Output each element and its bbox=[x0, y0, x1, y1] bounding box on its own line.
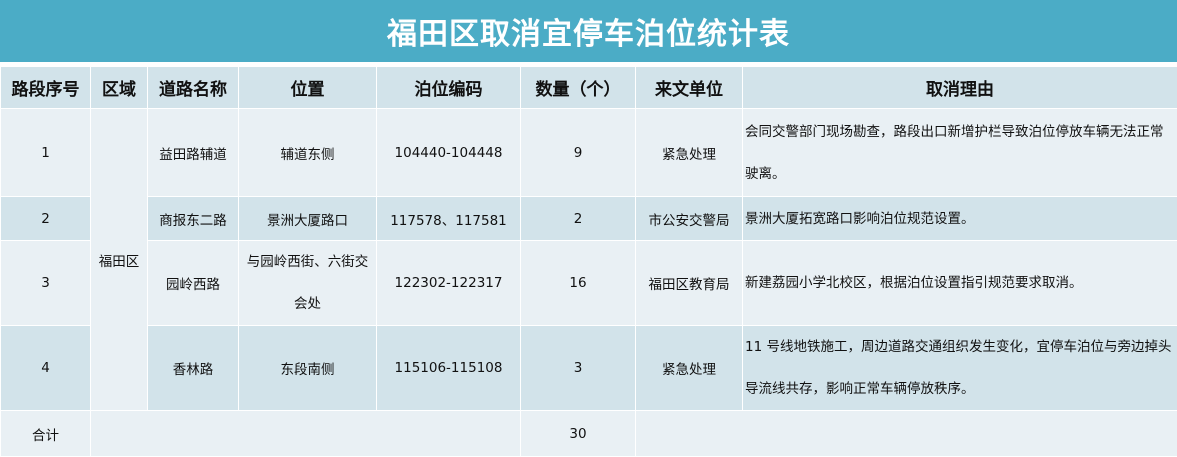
cell-codes: 122302-122317 bbox=[376, 240, 521, 326]
cell-road: 商报东二路 bbox=[147, 196, 239, 241]
cell-location: 辅道东侧 bbox=[238, 108, 377, 197]
cell-reason: 新建荔园小学北校区，根据泊位设置指引规范要求取消。 bbox=[742, 240, 1177, 326]
parking-table: 路段序号 区域 道路名称 位置 泊位编码 数量（个） 来文单位 取消理由 1 福… bbox=[0, 66, 1177, 457]
cell-count: 3 bbox=[520, 325, 636, 411]
header-road: 道路名称 bbox=[147, 66, 239, 109]
total-empty-right bbox=[635, 410, 1177, 457]
cell-location: 景洲大厦路口 bbox=[238, 196, 377, 241]
cell-source: 紧急处理 bbox=[635, 325, 743, 411]
cell-road: 香林路 bbox=[147, 325, 239, 411]
total-row: 合计 30 bbox=[0, 410, 1177, 457]
cell-codes: 115106-115108 bbox=[376, 325, 521, 411]
header-codes: 泊位编码 bbox=[376, 66, 521, 109]
cell-count: 9 bbox=[520, 108, 636, 197]
total-count: 30 bbox=[520, 410, 636, 457]
table-row: 1 福田区 益田路辅道 辅道东侧 104440-104448 9 紧急处理 会同… bbox=[0, 108, 1177, 411]
total-empty bbox=[90, 410, 521, 457]
total-label: 合计 bbox=[0, 410, 91, 457]
cell-reason: 11 号线地铁施工，周边道路交通组织发生变化，宜停车泊位与旁边掉头导流线共存，影… bbox=[742, 325, 1177, 411]
cell-road: 益田路辅道 bbox=[147, 108, 239, 197]
cell-region: 福田区 bbox=[90, 108, 148, 411]
cell-source: 福田区教育局 bbox=[635, 240, 743, 326]
table-row: 4 香林路 东段南侧 115106-115108 3 紧急处理 11 号线地铁施… bbox=[0, 325, 1177, 411]
header-source: 来文单位 bbox=[635, 66, 743, 109]
cell-codes: 117578、117581 bbox=[376, 196, 521, 241]
cell-road: 园岭西路 bbox=[147, 240, 239, 326]
cell-location: 与园岭西街、六街交会处 bbox=[238, 240, 377, 326]
page-title: 福田区取消宜停车泊位统计表 bbox=[0, 0, 1177, 62]
cell-count: 16 bbox=[520, 240, 636, 326]
header-location: 位置 bbox=[238, 66, 377, 109]
cell-reason: 会同交警部门现场勘查，路段出口新增护栏导致泊位停放车辆无法正常驶离。 bbox=[742, 108, 1177, 197]
cell-no: 1 bbox=[0, 108, 91, 197]
table-row: 3 园岭西路 与园岭西街、六街交会处 122302-122317 16 福田区教… bbox=[0, 240, 1177, 326]
cell-count: 2 bbox=[520, 196, 636, 241]
header-no: 路段序号 bbox=[0, 66, 91, 109]
cell-no: 3 bbox=[0, 240, 91, 326]
header-row: 路段序号 区域 道路名称 位置 泊位编码 数量（个） 来文单位 取消理由 bbox=[0, 66, 1177, 109]
cell-location: 东段南侧 bbox=[238, 325, 377, 411]
table-row: 2 商报东二路 景洲大厦路口 117578、117581 2 市公安交警局 景洲… bbox=[0, 196, 1177, 241]
cell-source: 紧急处理 bbox=[635, 108, 743, 197]
cell-reason: 景洲大厦拓宽路口影响泊位规范设置。 bbox=[742, 196, 1177, 241]
cell-no: 4 bbox=[0, 325, 91, 411]
cell-source: 市公安交警局 bbox=[635, 196, 743, 241]
header-count: 数量（个） bbox=[520, 66, 636, 109]
cell-no: 2 bbox=[0, 196, 91, 241]
header-region: 区域 bbox=[90, 66, 148, 109]
header-reason: 取消理由 bbox=[742, 66, 1177, 109]
cell-codes: 104440-104448 bbox=[376, 108, 521, 197]
